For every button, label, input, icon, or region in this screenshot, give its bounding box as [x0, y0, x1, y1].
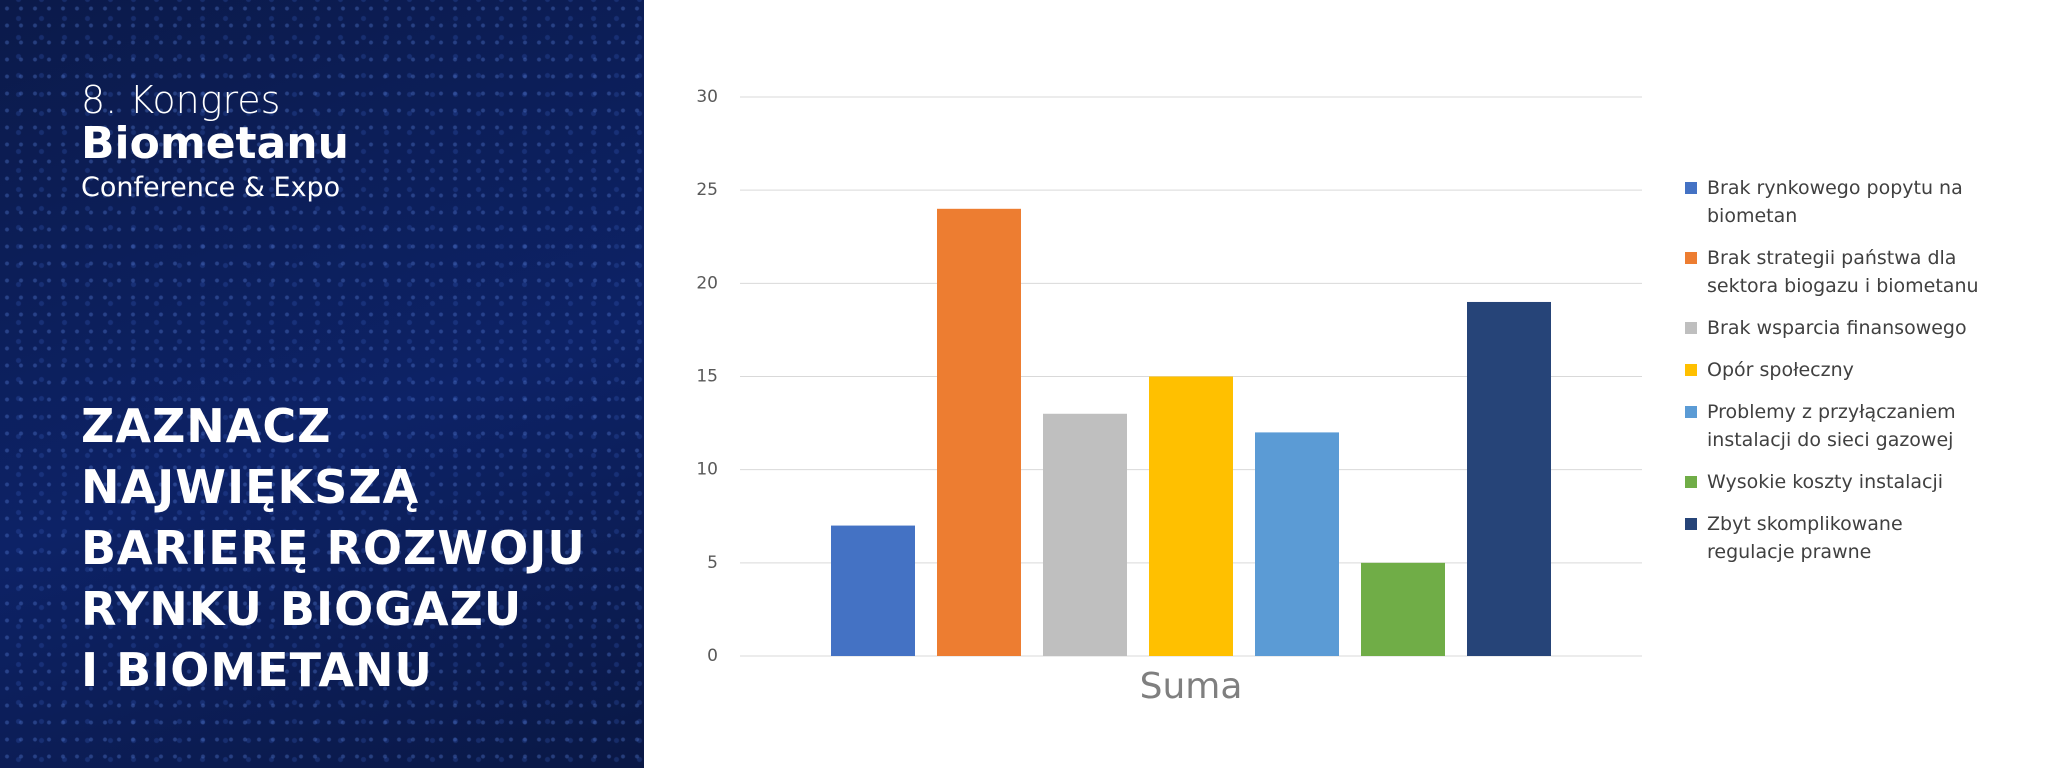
- legend-swatch: [1685, 406, 1697, 418]
- bar: [831, 525, 915, 656]
- y-tick-label: 25: [696, 180, 718, 200]
- legend-item: Brak wsparcia finansowego: [1685, 314, 1985, 342]
- y-tick-label: 10: [696, 460, 718, 480]
- y-tick-label: 30: [696, 87, 718, 107]
- bar: [1043, 413, 1127, 656]
- legend-swatch: [1685, 364, 1697, 376]
- bar: [1467, 301, 1551, 656]
- bar: [1361, 562, 1445, 656]
- x-tick-label: Suma: [1140, 666, 1243, 707]
- header-line: Conference & Expo: [81, 172, 341, 203]
- legend-item: Brak rynkowego popytu na biometan: [1685, 174, 1985, 230]
- bar: [1149, 376, 1233, 656]
- legend-label: Brak wsparcia finansowego: [1707, 317, 1967, 339]
- legend-swatch: [1685, 252, 1697, 264]
- legend-swatch: [1685, 518, 1697, 530]
- y-tick-label: 5: [707, 553, 718, 573]
- legend-label: Wysokie koszty instalacji: [1707, 471, 1944, 493]
- bar: [1255, 432, 1339, 656]
- question: ZAZNACZ NAJWIĘKSZĄ BARIERĘ ROZWOJU RYNKU BI…: [81, 396, 586, 701]
- bar: [937, 208, 1021, 657]
- header-line: Biometanu: [81, 118, 349, 169]
- legend-label: Zbyt skomplikowane regulacje prawne: [1707, 513, 1903, 563]
- y-tick-label: 20: [696, 273, 718, 293]
- side-panel: 8. Kongres Biometanu Conference & Expo Z…: [0, 0, 644, 768]
- legend-swatch: [1685, 182, 1697, 194]
- legend-swatch: [1685, 322, 1697, 334]
- legend-label: Brak strategii państwa dla sektora bioga…: [1707, 247, 1979, 297]
- legend-item: Brak strategii państwa dla sektora bioga…: [1685, 244, 1985, 300]
- question-line: RYNKU BIOGAZU: [81, 582, 523, 636]
- legend: Brak rynkowego popytu na biometan Brak st…: [1685, 174, 1985, 580]
- legend-item: Opór społeczny: [1685, 356, 1985, 384]
- chart: 0 5 10 15 20 25 30 Suma: [696, 87, 1642, 707]
- question-line: ZAZNACZ: [81, 399, 332, 453]
- legend-label: Brak rynkowego popytu na biometan: [1707, 177, 1963, 227]
- legend-label: Opór społeczny: [1707, 359, 1854, 381]
- legend-label: Problemy z przyłączaniem instalacji do s…: [1707, 401, 1956, 451]
- question-line: NAJWIĘKSZĄ: [81, 460, 420, 514]
- header-line: 8. Kongres: [81, 78, 281, 122]
- legend-swatch: [1685, 476, 1697, 488]
- question-line: BARIERĘ ROZWOJU: [81, 521, 586, 575]
- legend-item: Problemy z przyłączaniem instalacji do s…: [1685, 398, 1985, 454]
- y-tick-label: 15: [696, 367, 718, 387]
- y-tick-label: 0: [707, 646, 718, 666]
- legend-item: Wysokie koszty instalacji: [1685, 468, 1985, 496]
- legend-item: Zbyt skomplikowane regulacje prawne: [1685, 510, 1985, 566]
- question-line: I BIOMETANU: [81, 643, 433, 697]
